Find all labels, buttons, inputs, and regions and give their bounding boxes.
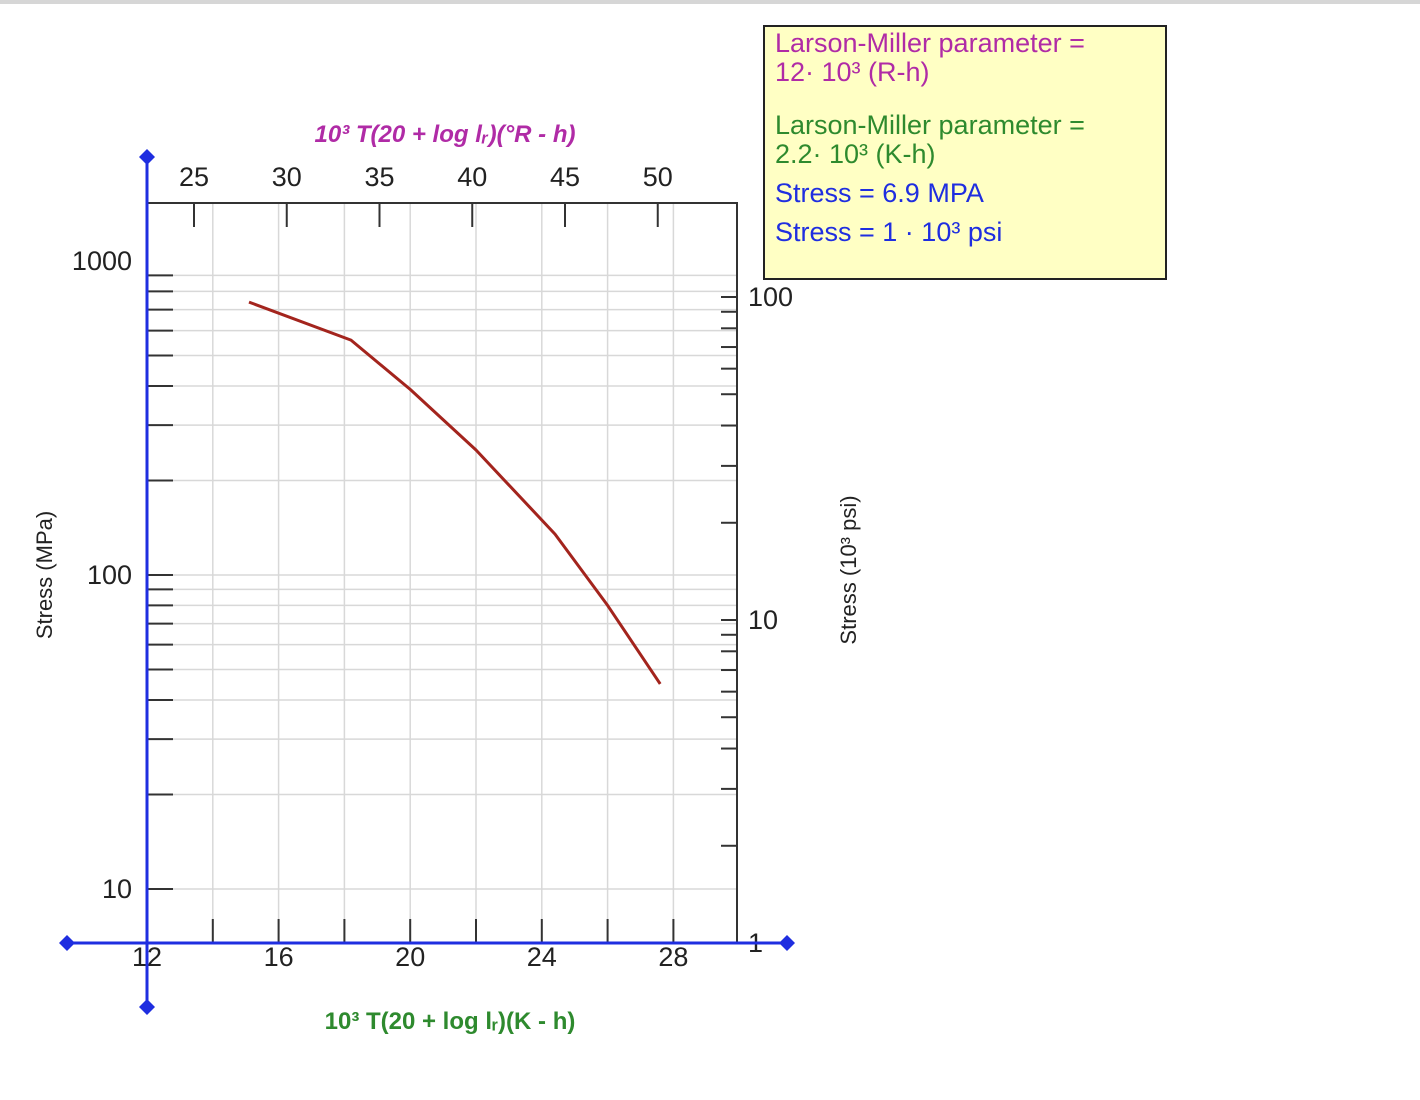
bottom-tick-label: 28 [658,942,688,972]
bottom-tick-label: 20 [395,942,425,972]
grid-lines [147,203,737,943]
left-tick-label: 10 [102,874,132,904]
axis-handle-left-diamond[interactable] [59,935,75,951]
legend-box: Larson-Miller parameter = 12· 10³ (R-h) … [763,25,1167,280]
axis-handle-right-diamond[interactable] [779,935,795,951]
bottom-tick-label: 24 [527,942,557,972]
axis-handles[interactable] [59,149,795,1015]
top-tick-label: 45 [550,162,580,192]
right-axis-title: Stress (10³ psi) [836,495,861,644]
top-tick-label: 40 [457,162,487,192]
legend-line-5: Stress = 6.9 MPA [775,178,984,208]
bottom-axis-title: 10³ T(20 + log lᵣ)(K - h) [325,1008,576,1035]
top-tick-label: 35 [364,162,394,192]
left-axis-title: Stress (MPa) [32,511,57,639]
right-tick-label: 100 [748,282,793,312]
axis-ticks [146,203,737,944]
axis-handle-bottom-diamond[interactable] [139,999,155,1015]
top-axis-title: 10³ T(20 + log lᵣ)(°R - h) [315,121,576,148]
top-divider [0,0,1420,4]
left-tick-label: 1000 [72,246,132,276]
legend-line-1: Larson-Miller parameter = [775,28,1085,58]
top-tick-label: 50 [643,162,673,192]
axis-handle-top-diamond[interactable] [139,149,155,165]
bottom-tick-label: 16 [264,942,294,972]
top-tick-label: 30 [272,162,302,192]
legend-line-3: Larson-Miller parameter = [775,110,1085,140]
legend-line-2: 12· 10³ (R-h) [775,57,930,87]
left-tick-label: 100 [87,560,132,590]
legend-line-6: Stress = 1 · 10³ psi [775,217,1003,247]
right-tick-label: 10 [748,605,778,635]
top-tick-label: 25 [179,162,209,192]
stress-curve [248,300,662,685]
plot-frame [146,202,738,944]
data-series [248,300,662,685]
legend-line-4: 2.2· 10³ (K-h) [775,139,936,169]
